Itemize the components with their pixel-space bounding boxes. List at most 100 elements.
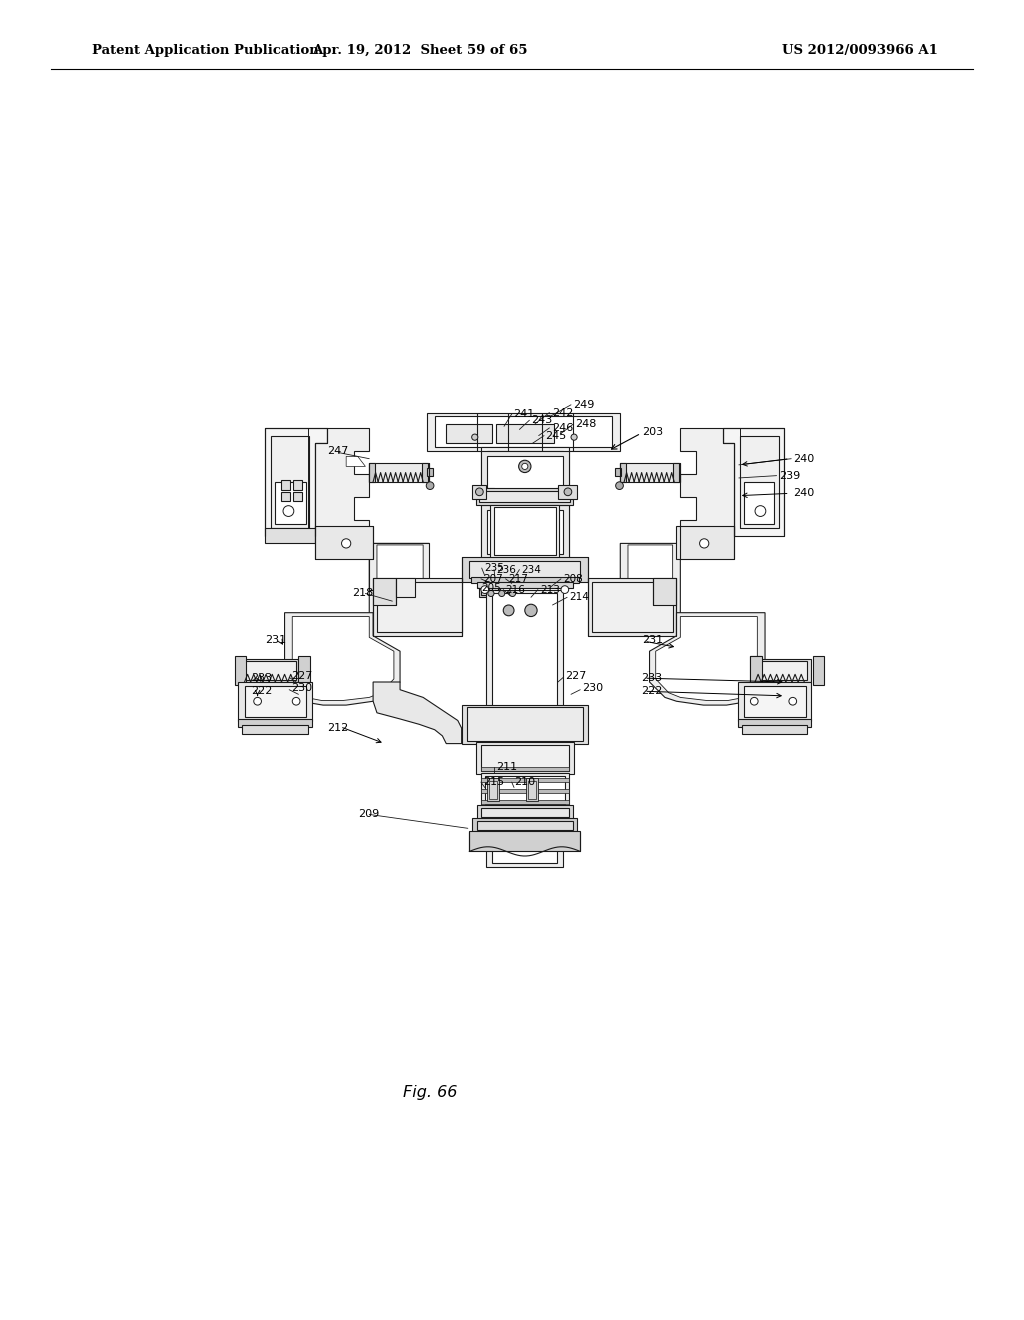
Polygon shape	[487, 455, 562, 554]
Text: 236: 236	[497, 565, 516, 574]
Bar	[481, 779, 568, 781]
Bar	[525, 779, 538, 801]
Text: 243: 243	[531, 416, 552, 425]
Polygon shape	[292, 616, 394, 701]
Bar	[614, 469, 621, 475]
Polygon shape	[377, 545, 423, 620]
Text: 213: 213	[541, 585, 560, 594]
Bar	[479, 491, 570, 502]
Text: 217: 217	[508, 574, 527, 583]
Text: US 2012/0093966 A1: US 2012/0093966 A1	[782, 44, 938, 57]
Bar	[751, 656, 762, 685]
Bar	[592, 582, 674, 632]
Bar	[239, 719, 311, 726]
Bar	[498, 597, 519, 620]
Bar	[422, 462, 428, 482]
Bar	[462, 557, 588, 582]
Polygon shape	[621, 544, 680, 624]
Text: 227: 227	[565, 671, 586, 681]
Bar	[740, 436, 779, 528]
Text: 222: 222	[641, 686, 663, 696]
Bar	[653, 578, 677, 605]
Bar	[484, 776, 565, 804]
Bar	[481, 789, 568, 793]
Bar	[476, 488, 573, 506]
Circle shape	[699, 539, 709, 548]
Bar	[486, 590, 563, 867]
Circle shape	[788, 697, 797, 705]
Circle shape	[503, 605, 514, 616]
Polygon shape	[481, 451, 568, 558]
Bar	[243, 725, 307, 734]
Circle shape	[481, 586, 488, 594]
Circle shape	[254, 697, 261, 705]
Bar	[298, 656, 310, 685]
Bar	[396, 578, 416, 598]
Bar	[471, 577, 579, 583]
Polygon shape	[723, 428, 784, 536]
Circle shape	[426, 482, 434, 490]
Text: 214: 214	[569, 593, 590, 602]
Bar	[489, 780, 497, 799]
Circle shape	[751, 697, 758, 705]
Bar	[377, 582, 462, 632]
Circle shape	[292, 697, 300, 705]
Bar	[245, 686, 306, 717]
Bar	[738, 682, 811, 721]
Bar	[521, 599, 541, 618]
Text: Apr. 19, 2012  Sheet 59 of 65: Apr. 19, 2012 Sheet 59 of 65	[312, 44, 527, 57]
Bar	[753, 661, 807, 680]
Bar	[234, 656, 246, 685]
Circle shape	[518, 461, 531, 473]
Text: 212: 212	[327, 723, 348, 733]
Bar	[478, 581, 500, 598]
Bar	[481, 800, 568, 804]
Bar	[270, 436, 309, 528]
Polygon shape	[373, 578, 462, 636]
Polygon shape	[655, 616, 758, 701]
Text: 231: 231	[265, 635, 287, 644]
Bar	[750, 656, 761, 685]
Polygon shape	[265, 428, 327, 536]
Circle shape	[499, 590, 505, 597]
Text: 234: 234	[521, 565, 542, 574]
Text: 215: 215	[483, 777, 505, 787]
Bar	[519, 597, 543, 620]
Circle shape	[342, 539, 351, 548]
Text: 247: 247	[327, 446, 348, 455]
Bar	[677, 527, 734, 558]
Bar	[493, 594, 557, 863]
Bar	[744, 686, 806, 717]
Bar	[481, 744, 568, 771]
Text: 235: 235	[484, 564, 504, 573]
Text: 249: 249	[573, 400, 595, 409]
Text: 230: 230	[291, 684, 312, 693]
Text: 218: 218	[352, 589, 374, 598]
Bar	[370, 544, 429, 590]
Text: 239: 239	[779, 471, 800, 480]
Bar	[621, 462, 627, 482]
Bar	[494, 507, 556, 554]
Bar	[472, 484, 486, 499]
Bar	[281, 492, 290, 502]
Circle shape	[571, 434, 578, 441]
Text: 248: 248	[575, 418, 597, 429]
Polygon shape	[370, 544, 429, 624]
Bar	[475, 742, 574, 775]
Polygon shape	[265, 528, 315, 544]
Bar	[477, 582, 572, 589]
Text: Fig. 66: Fig. 66	[402, 1085, 458, 1101]
Text: 241: 241	[513, 409, 535, 418]
Bar	[373, 578, 396, 605]
Text: 209: 209	[358, 809, 380, 820]
Bar	[558, 484, 578, 499]
Circle shape	[487, 590, 494, 597]
Bar	[469, 832, 581, 851]
Text: 222: 222	[252, 686, 272, 696]
Bar	[435, 416, 611, 447]
Bar	[490, 506, 559, 558]
Circle shape	[509, 590, 515, 597]
Text: Patent Application Publication: Patent Application Publication	[92, 44, 318, 57]
Circle shape	[564, 488, 571, 496]
Bar	[481, 447, 568, 558]
